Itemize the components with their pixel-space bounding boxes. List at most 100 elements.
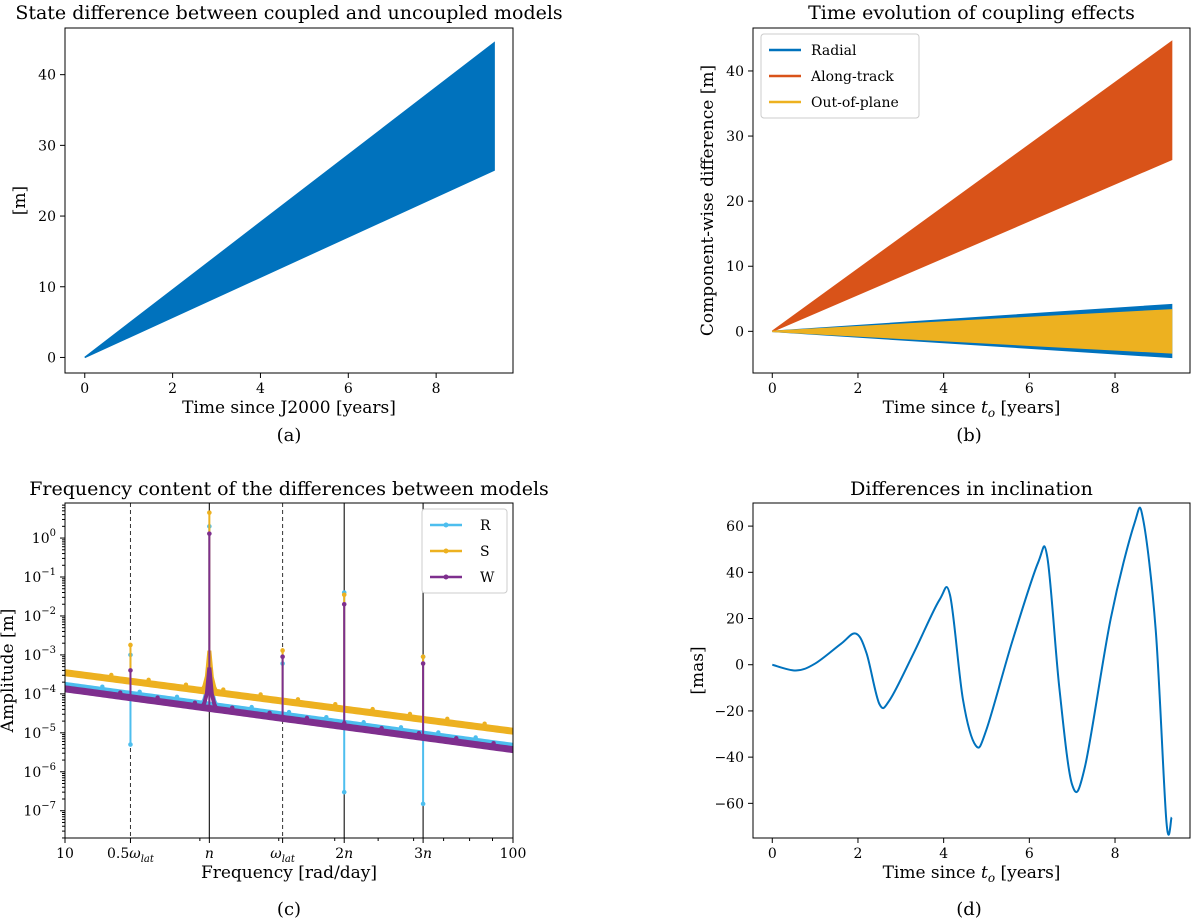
x-tick-label-b: 6 bbox=[1025, 381, 1034, 397]
y-axis-label-c: Amplitude [m] bbox=[0, 609, 18, 734]
data-point-S bbox=[407, 711, 413, 717]
y-tick-label-d: −40 bbox=[714, 750, 744, 766]
y-tick-label-d: 20 bbox=[726, 612, 744, 628]
y-tick-label-b: 10 bbox=[726, 259, 744, 275]
data-point-W bbox=[454, 735, 459, 741]
data-point-S bbox=[183, 682, 189, 687]
peak-marker-S bbox=[207, 510, 212, 515]
y-tick-label-d: 0 bbox=[735, 658, 744, 674]
x-tick-label-a: 8 bbox=[432, 381, 441, 397]
peak-marker-W bbox=[341, 601, 347, 607]
y-tick-label-a: 10 bbox=[38, 280, 56, 296]
data-point-R bbox=[137, 689, 142, 694]
legend-entry-label: Out-of-plane bbox=[811, 95, 899, 111]
data-point-R bbox=[100, 684, 105, 689]
x-tick-label-d: 4 bbox=[939, 846, 948, 862]
dip-marker-R bbox=[420, 801, 426, 807]
data-point-W bbox=[379, 725, 384, 731]
x-axis-label-b: Time since to [years] bbox=[883, 398, 1061, 420]
peak-marker-W bbox=[280, 654, 285, 660]
peak-marker-W bbox=[207, 531, 212, 536]
x-tick-label-d: 8 bbox=[1111, 846, 1120, 862]
data-point-S bbox=[221, 687, 226, 692]
y-tick-label-c: 10−5 bbox=[23, 723, 56, 742]
legend-box bbox=[421, 508, 508, 594]
y-axis-label-b: Component-wise difference [m] bbox=[698, 65, 718, 336]
legend-marker bbox=[443, 522, 449, 528]
y-tick-label-a: 40 bbox=[38, 68, 56, 84]
panel-d: Differences in inclination (d) 0 2 4 6 8 60 40 20… bbox=[688, 478, 1191, 920]
y-tick-label-c: 10−2 bbox=[23, 606, 56, 625]
y-tick-label-b: 20 bbox=[726, 194, 744, 210]
data-point-S bbox=[445, 716, 450, 722]
data-point-W bbox=[416, 730, 422, 736]
data-point-R bbox=[398, 725, 404, 730]
x-tick-label-b: 4 bbox=[939, 381, 948, 397]
x-axis-label-c: Frequency [rad/day] bbox=[201, 863, 377, 883]
y-tick-label-d: −20 bbox=[714, 704, 744, 720]
x-tick-label-d: 2 bbox=[854, 846, 863, 862]
y-tick-label-c: 100 bbox=[32, 528, 56, 547]
legend-marker bbox=[443, 574, 449, 580]
data-point-W bbox=[304, 715, 310, 721]
panel-caption-d: (d) bbox=[956, 899, 982, 920]
y-tick-label-a: 0 bbox=[47, 350, 56, 366]
x-tick-label-c: 0.5ωlat bbox=[107, 846, 155, 865]
legend-b: Radial Along-track Out-of-plane bbox=[760, 33, 920, 119]
legend-entry-label: R bbox=[480, 518, 491, 534]
axes-frame-b bbox=[752, 27, 1191, 374]
peak-marker-S bbox=[280, 648, 285, 653]
y-tick-label-a: 20 bbox=[38, 209, 56, 225]
series-band-state-difference bbox=[84, 41, 495, 359]
legend-entry-label: Radial bbox=[811, 43, 857, 59]
y-tick-label-b: 0 bbox=[735, 324, 744, 340]
data-point-R bbox=[324, 714, 329, 720]
legend-c: RSW bbox=[421, 508, 508, 594]
data-point-W bbox=[118, 690, 123, 695]
x-tick-label-a: 2 bbox=[168, 381, 177, 397]
y-tick-label-c: 10−7 bbox=[23, 801, 56, 820]
x-tick-label-c: 10 bbox=[56, 846, 74, 862]
data-point-W bbox=[155, 695, 160, 700]
y-tick-label-d: 40 bbox=[726, 565, 744, 581]
panel-caption-b: (b) bbox=[956, 425, 982, 446]
x-tick-label-c: 2n bbox=[335, 846, 353, 862]
axes-frame-a bbox=[64, 27, 514, 374]
data-point-W bbox=[192, 700, 198, 705]
data-point-S bbox=[146, 677, 151, 683]
x-tick-label-d: 0 bbox=[768, 846, 777, 862]
series-band-along-track bbox=[771, 40, 1173, 333]
y-tick-label-c: 10−3 bbox=[23, 645, 56, 664]
x-tick-label-a: 4 bbox=[256, 381, 265, 397]
data-point-R bbox=[361, 720, 366, 725]
y-axis-label-a: [m] bbox=[10, 186, 30, 215]
dip-marker-R bbox=[341, 789, 347, 795]
x-tick-label-c: 100 bbox=[500, 846, 527, 862]
x-tick-label-b: 8 bbox=[1111, 381, 1120, 397]
peak-marker-S bbox=[128, 642, 133, 648]
data-point-W bbox=[267, 710, 272, 716]
data-point-S bbox=[258, 692, 263, 697]
legend-entry-label: Along-track bbox=[810, 69, 894, 85]
x-axis-label-a: Time since J2000 [years] bbox=[182, 398, 396, 418]
y-tick-label-d: 60 bbox=[726, 519, 744, 535]
data-point-S bbox=[295, 697, 301, 702]
dip-marker-R bbox=[128, 742, 133, 747]
x-axis-label-d: Time since to [years] bbox=[883, 863, 1061, 885]
y-tick-label-a: 30 bbox=[38, 138, 56, 154]
series-band-out-of-plane bbox=[772, 309, 1173, 354]
data-point-R bbox=[436, 730, 441, 735]
y-tick-label-c: 10−1 bbox=[23, 567, 56, 586]
x-tick-label-d: 6 bbox=[1025, 846, 1034, 862]
data-point-S bbox=[482, 721, 487, 726]
chart-title-b: Time evolution of coupling effects bbox=[808, 2, 1135, 24]
data-point-W bbox=[342, 720, 347, 726]
legend-box bbox=[760, 33, 920, 119]
series-line-inclination bbox=[772, 506, 1173, 836]
series-W bbox=[64, 531, 514, 754]
y-tick-label-b: 40 bbox=[726, 64, 744, 80]
x-tick-label-c: ωlat bbox=[270, 846, 296, 865]
x-tick-label-b: 0 bbox=[768, 381, 777, 397]
y-tick-label-b: 30 bbox=[726, 129, 744, 145]
